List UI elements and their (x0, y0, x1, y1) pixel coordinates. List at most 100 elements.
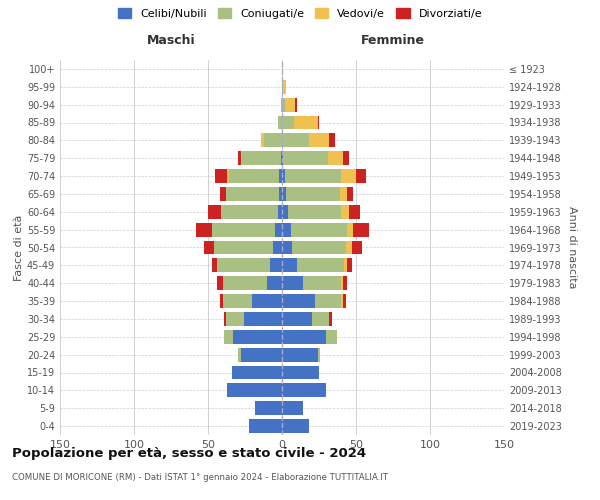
Bar (282, 312, 311, 326)
Text: Popolazione per età, sesso e stato civile - 2024: Popolazione per età, sesso e stato civil… (12, 448, 366, 460)
Bar (317, 348, 320, 362)
Bar (217, 258, 270, 272)
Bar (282, 258, 297, 272)
Bar (203, 240, 214, 254)
Bar (278, 205, 282, 219)
Bar (282, 222, 291, 236)
Bar (261, 134, 264, 147)
Bar (212, 258, 217, 272)
Bar (285, 169, 341, 183)
Bar (281, 98, 282, 112)
Bar (217, 276, 223, 290)
Bar (275, 222, 282, 236)
Bar (282, 348, 317, 362)
Bar (346, 240, 352, 254)
Bar (329, 134, 335, 147)
Bar (329, 312, 332, 326)
Bar (292, 240, 346, 254)
Bar (285, 98, 295, 112)
Bar (297, 258, 344, 272)
Bar (347, 187, 353, 201)
Bar (343, 151, 349, 165)
Text: COMUNE DI MORICONE (RM) - Dati ISTAT 1° gennaio 2024 - Elaborazione TUTTITALIA.I: COMUNE DI MORICONE (RM) - Dati ISTAT 1° … (12, 472, 388, 482)
Bar (267, 276, 282, 290)
Bar (294, 116, 317, 130)
Bar (224, 330, 233, 344)
Bar (282, 134, 308, 147)
Bar (282, 384, 326, 398)
Bar (347, 222, 353, 236)
Bar (349, 205, 361, 219)
Bar (344, 258, 347, 272)
Bar (282, 151, 283, 165)
Bar (317, 116, 319, 130)
Bar (233, 330, 282, 344)
Bar (341, 205, 349, 219)
Bar (283, 151, 328, 165)
Bar (227, 169, 229, 183)
Bar (343, 294, 346, 308)
Bar (326, 330, 337, 344)
Bar (356, 169, 367, 183)
Bar (303, 276, 341, 290)
Bar (232, 366, 282, 380)
Bar (295, 98, 297, 112)
Bar (282, 62, 283, 76)
Bar (282, 98, 285, 112)
Bar (341, 276, 343, 290)
Bar (253, 294, 282, 308)
Bar (288, 205, 341, 219)
Bar (282, 116, 294, 130)
Bar (220, 294, 223, 308)
Bar (220, 187, 226, 201)
Bar (283, 80, 286, 94)
Bar (238, 348, 241, 362)
Bar (281, 151, 282, 165)
Y-axis label: Anni di nascita: Anni di nascita (567, 206, 577, 289)
Bar (353, 222, 370, 236)
Bar (273, 240, 282, 254)
Bar (264, 134, 282, 147)
Bar (343, 276, 347, 290)
Bar (347, 258, 352, 272)
Bar (282, 80, 283, 94)
Bar (212, 222, 275, 236)
Y-axis label: Fasce di età: Fasce di età (14, 214, 24, 280)
Bar (229, 169, 279, 183)
Bar (282, 169, 285, 183)
Bar (223, 294, 253, 308)
Bar (279, 169, 282, 183)
Bar (328, 151, 343, 165)
Text: Femmine: Femmine (361, 34, 425, 48)
Bar (256, 401, 282, 415)
Bar (226, 187, 279, 201)
Bar (244, 312, 282, 326)
Bar (227, 384, 282, 398)
Bar (226, 312, 244, 326)
Bar (341, 169, 356, 183)
Bar (352, 240, 362, 254)
Bar (270, 258, 282, 272)
Bar (208, 205, 221, 219)
Bar (242, 151, 281, 165)
Bar (241, 348, 282, 362)
Text: Maschi: Maschi (146, 34, 196, 48)
Bar (196, 222, 212, 236)
Bar (340, 187, 347, 201)
Bar (221, 205, 278, 219)
Bar (308, 134, 329, 147)
Bar (311, 312, 329, 326)
Bar (282, 330, 326, 344)
Bar (279, 187, 282, 201)
Bar (282, 205, 288, 219)
Bar (341, 294, 343, 308)
Bar (291, 222, 347, 236)
Legend: Celibi/Nubili, Coniugati/e, Vedovi/e, Divorziati/e: Celibi/Nubili, Coniugati/e, Vedovi/e, Di… (118, 8, 482, 19)
Bar (282, 366, 319, 380)
Bar (241, 151, 242, 165)
Bar (250, 419, 282, 433)
Bar (214, 240, 273, 254)
Bar (224, 312, 226, 326)
Bar (282, 294, 314, 308)
Bar (282, 276, 303, 290)
